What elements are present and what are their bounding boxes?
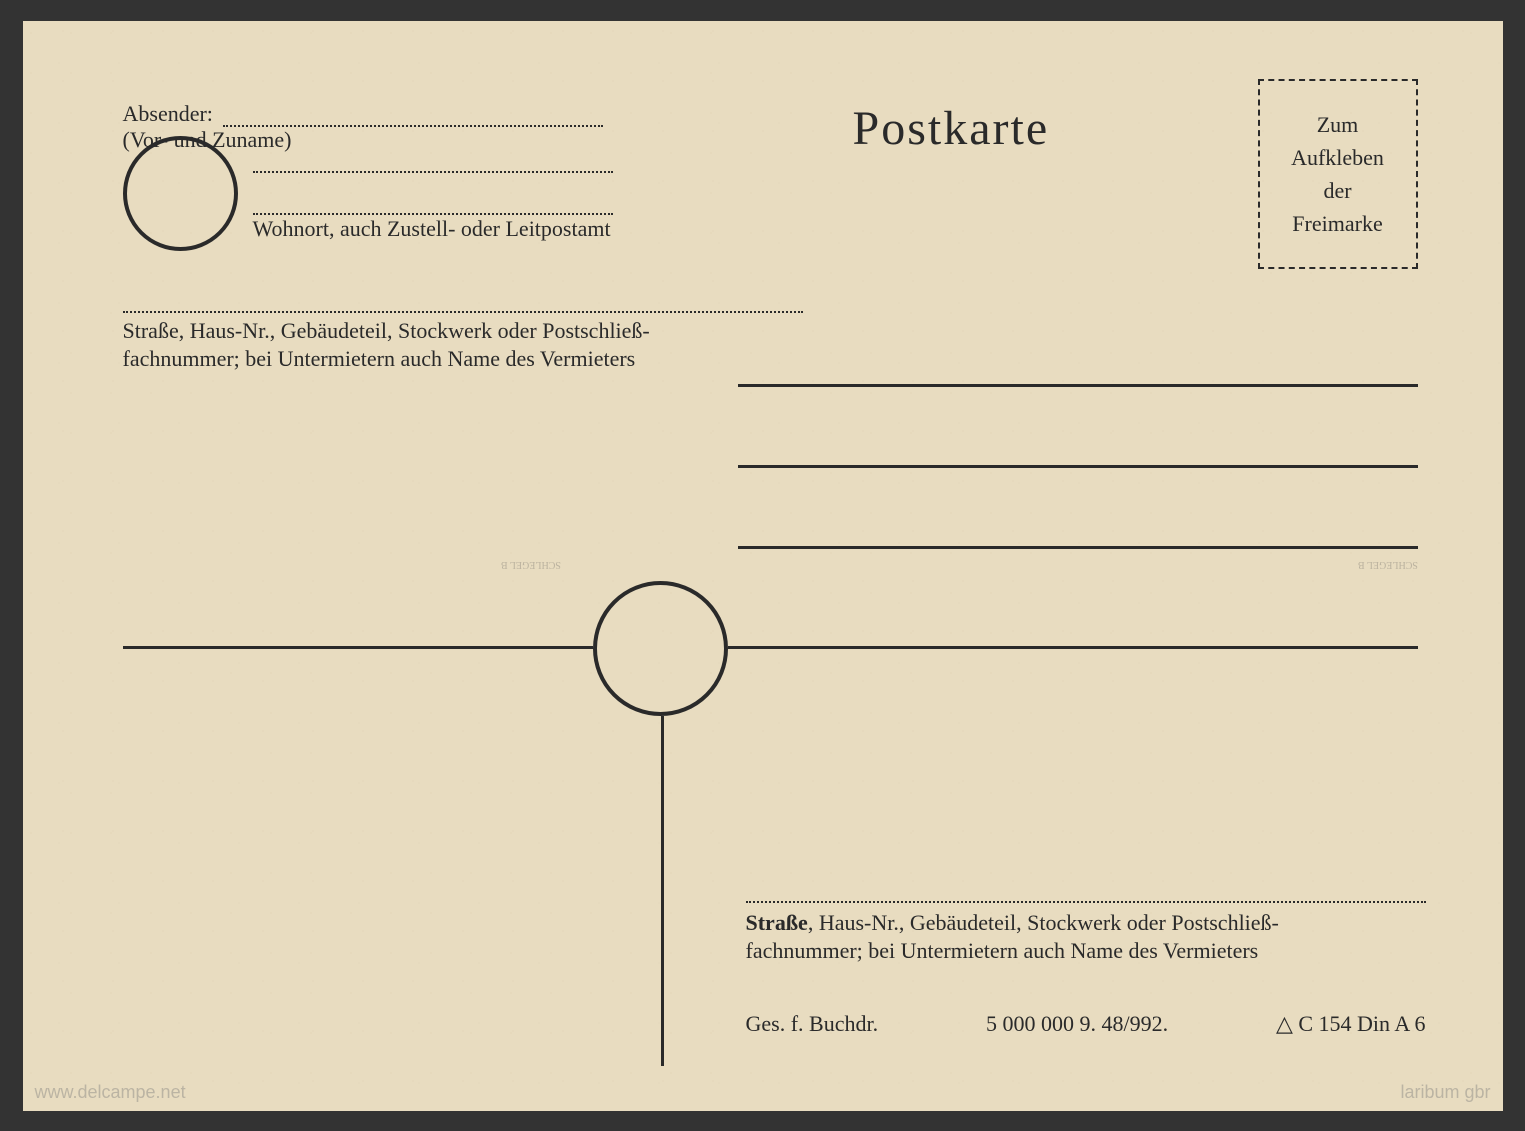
address-instruction-top: Straße, Haus-Nr., Gebäudeteil, Stockwerk… bbox=[123, 311, 803, 374]
small-mark-2: SCHLEGEL B bbox=[1358, 559, 1418, 570]
bottom-text-bold: Straße bbox=[746, 910, 808, 935]
small-mark-1: SCHLEGEL B bbox=[501, 559, 561, 570]
center-horizontal-line-left bbox=[123, 646, 593, 649]
center-horizontal-line-right bbox=[728, 646, 1418, 649]
sender-address-lines bbox=[253, 171, 613, 215]
recipient-address-lines bbox=[738, 384, 1418, 549]
postcard-container: Absender: (Vor- und Zuname) Wohnort, auc… bbox=[23, 21, 1503, 1111]
print-info-1: Ges. f. Buchdr. bbox=[746, 1011, 879, 1037]
sender-line-2 bbox=[253, 213, 613, 215]
print-info-2: 5 000 000 9. 48/992. bbox=[986, 1011, 1168, 1037]
center-vertical-line bbox=[661, 716, 664, 1066]
recipient-line-2 bbox=[738, 465, 1418, 468]
bottom-text-line2: fachnummer; bei Untermietern auch Name d… bbox=[746, 938, 1259, 963]
stamp-text-3: der bbox=[1323, 174, 1351, 207]
print-info-3: △ C 154 Din A 6 bbox=[1276, 1011, 1426, 1037]
stamp-text-2: Aufkleben bbox=[1291, 141, 1384, 174]
recipient-line-3 bbox=[738, 546, 1418, 549]
watermark-left: www.delcampe.net bbox=[35, 1082, 186, 1103]
sender-line-1 bbox=[253, 171, 613, 173]
stamp-text-1: Zum bbox=[1317, 108, 1359, 141]
address-dotted-line bbox=[123, 311, 803, 313]
recipient-line-1 bbox=[738, 384, 1418, 387]
address-text-line2: fachnummer; bei Untermietern auch Name d… bbox=[123, 345, 803, 374]
address-text-line1: Straße, Haus-Nr., Gebäudeteil, Stockwerk… bbox=[123, 317, 803, 346]
sender-circle-icon bbox=[123, 136, 238, 251]
stamp-placeholder-box: Zum Aufkleben der Freimarke bbox=[1258, 79, 1418, 269]
sender-label: Absender: bbox=[123, 101, 213, 127]
bottom-text-line1: , Haus-Nr., Gebäudeteil, Stockwerk oder … bbox=[808, 910, 1279, 935]
center-circle-icon bbox=[593, 581, 728, 716]
wohnort-label: Wohnort, auch Zustell- oder Leitpostamt bbox=[253, 216, 611, 242]
bottom-dotted-line bbox=[746, 901, 1426, 903]
watermark-right: laribum gbr bbox=[1400, 1082, 1490, 1103]
address-instruction-bottom: Straße, Haus-Nr., Gebäudeteil, Stockwerk… bbox=[746, 909, 1426, 966]
print-info: Ges. f. Buchdr. 5 000 000 9. 48/992. △ C… bbox=[746, 1011, 1426, 1037]
stamp-text-4: Freimarke bbox=[1292, 207, 1382, 240]
postcard-title: Postkarte bbox=[853, 101, 1050, 156]
